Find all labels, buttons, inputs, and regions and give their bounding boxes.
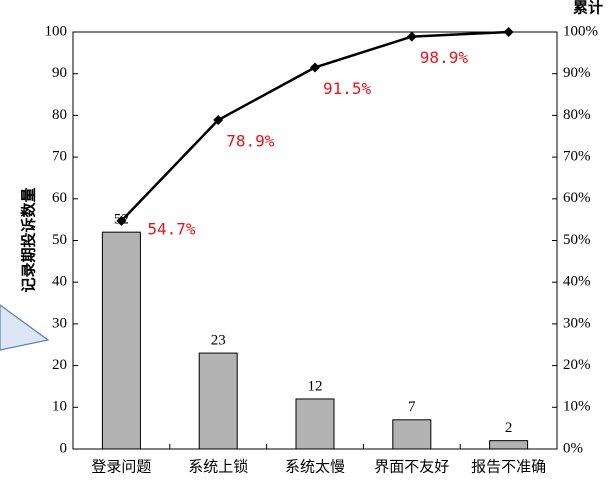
cumulative-label: 98.9%	[420, 48, 469, 67]
y-tick-label: 100	[45, 23, 68, 39]
line-marker	[310, 62, 320, 73]
line-marker	[116, 215, 127, 226]
y2-tick-label: 30%	[563, 315, 591, 331]
bar	[101, 231, 141, 450]
x-tick-label: 报告不准确	[471, 458, 546, 475]
y2-tick-label: 20%	[563, 357, 591, 373]
y-tick-label: 80	[52, 107, 67, 123]
y2-axis-label: 累计	[573, 0, 603, 16]
y2-tick-label: 80%	[563, 107, 591, 123]
y2-tick-label: 50%	[563, 232, 591, 248]
y2-tick-label: 60%	[563, 190, 591, 206]
y2-tick-label: 0%	[563, 440, 583, 456]
bar-value-label: 23	[211, 333, 226, 349]
bar-value-label: 2	[505, 420, 513, 436]
y-tick-label: 0	[60, 440, 68, 456]
bar	[392, 419, 432, 450]
x-tick-label: 系统太慢	[285, 458, 345, 475]
bar-value-label: 12	[308, 378, 323, 394]
y2-tick-label: 70%	[563, 149, 591, 165]
y-tick-label: 50	[52, 232, 67, 248]
callout-shape	[0, 304, 50, 351]
y2-tick-label: 10%	[563, 399, 591, 415]
x-tick-label: 登录问题	[91, 458, 151, 475]
x-tick-label: 系统上锁	[188, 458, 248, 475]
cumulative-label: 78.9%	[226, 131, 275, 150]
bar	[198, 352, 238, 450]
bar	[295, 398, 335, 450]
y2-tick-label: 40%	[563, 274, 591, 290]
y-tick-label: 20	[52, 357, 67, 373]
y-tick-label: 40	[52, 274, 67, 290]
y-tick-label: 70	[52, 149, 67, 165]
y-tick-label: 10	[52, 399, 67, 415]
line-marker	[503, 27, 514, 37]
bar	[489, 440, 529, 450]
y-tick-label: 90	[52, 65, 67, 81]
bar-value-label: 7	[408, 399, 416, 415]
y-tick-label: 30	[52, 315, 67, 331]
x-tick-label: 界面不友好	[374, 458, 449, 475]
y-axis-label: 记录期投诉数量	[19, 187, 37, 292]
cumulative-label: 91.5%	[323, 79, 372, 98]
cumulative-label: 54.7%	[147, 219, 196, 238]
y2-tick-label: 90%	[563, 65, 591, 81]
y-tick-label: 60	[52, 190, 67, 206]
y2-tick-label: 100%	[563, 23, 598, 39]
line-marker	[213, 114, 224, 125]
line-marker	[406, 31, 417, 42]
